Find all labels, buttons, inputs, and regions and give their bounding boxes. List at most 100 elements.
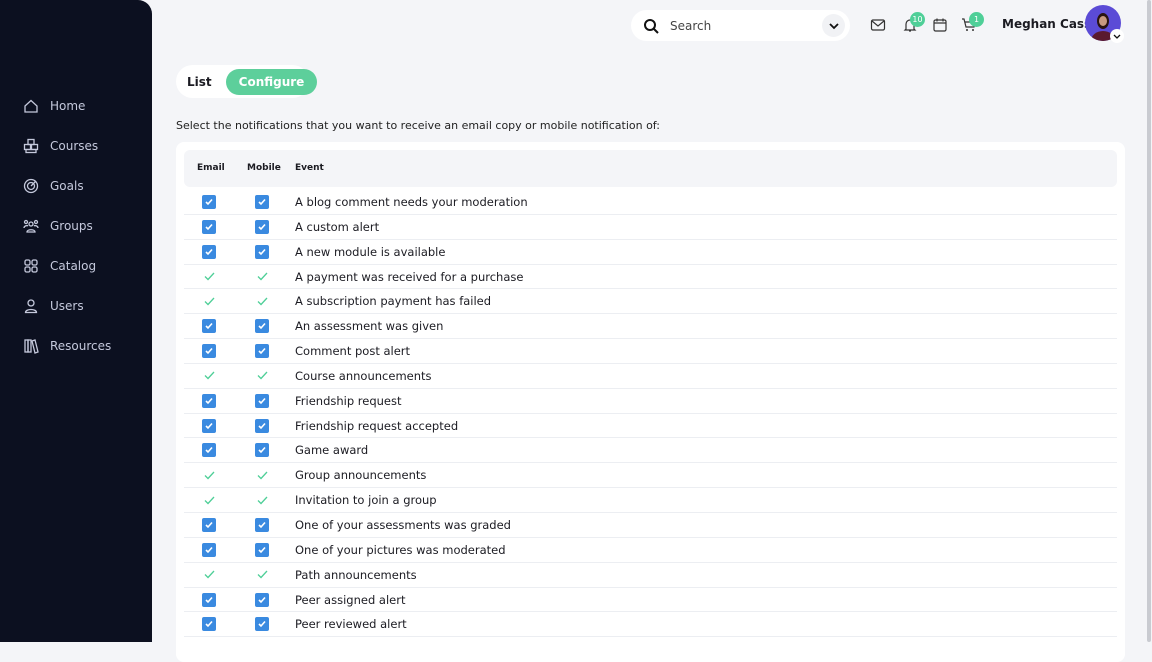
check-icon (258, 397, 266, 404)
user-name[interactable]: Meghan Cass (1002, 17, 1092, 31)
check-icon (257, 272, 267, 281)
check-icon (258, 348, 266, 355)
check-icon (205, 348, 213, 355)
sidebar-item-users[interactable]: Users (0, 286, 152, 326)
email-checkbox[interactable] (202, 617, 216, 632)
user-photo (1091, 13, 1115, 41)
check-icon (204, 471, 214, 480)
table-row: One of your assessments was graded (184, 513, 1117, 538)
email-checkbox[interactable] (202, 393, 216, 408)
email-checkbox[interactable] (202, 244, 216, 259)
check-icon (205, 422, 213, 429)
check-icon (258, 198, 266, 206)
table-row: A blog comment needs your moderation (184, 190, 1117, 215)
check-icon (204, 272, 214, 281)
event-name: A new module is available (295, 244, 446, 259)
check-icon (257, 371, 267, 380)
mobile-checkbox[interactable] (255, 517, 269, 532)
event-name: Course announcements (295, 368, 432, 383)
mobile-checkbox[interactable] (255, 344, 269, 359)
sidebar-item-resources[interactable]: Resources (0, 326, 152, 366)
check-icon (204, 496, 214, 505)
grid-icon (24, 259, 38, 273)
email-checkbox[interactable] (202, 443, 216, 458)
table-row: Course announcements (184, 364, 1117, 389)
email-checkbox[interactable] (202, 542, 216, 557)
mobile-checkbox[interactable] (255, 319, 269, 334)
mobile-checkbox[interactable] (255, 617, 269, 632)
chevron-down-icon (1113, 34, 1121, 39)
home-icon (24, 99, 38, 113)
search-input[interactable]: Search (631, 10, 850, 41)
table-row: A subscription payment has failed (184, 289, 1117, 315)
check-icon (257, 471, 267, 480)
sidebar-nav: Home Courses Goals Groups Catalog Users Resour… (0, 86, 152, 366)
email-checkbox[interactable] (202, 344, 216, 359)
sidebar-item-home[interactable]: Home (0, 86, 152, 126)
groups-icon (23, 219, 39, 233)
sidebar-item-courses[interactable]: Courses (0, 126, 152, 166)
check-icon (258, 248, 266, 255)
email-locked-check (202, 369, 216, 383)
search-dropdown-button[interactable] (822, 14, 845, 37)
check-icon (205, 521, 213, 529)
sidebar-item-goals[interactable]: Goals (0, 166, 152, 206)
check-icon (258, 546, 266, 553)
email-checkbox[interactable] (202, 319, 216, 334)
check-icon (258, 521, 266, 529)
tab-configure[interactable]: Configure (225, 68, 318, 95)
cart-badge: 1 (969, 12, 984, 27)
header-email: Email (197, 163, 225, 173)
mobile-checkbox[interactable] (255, 542, 269, 557)
email-checkbox[interactable] (202, 418, 216, 433)
notifications-badge: 10 (910, 12, 925, 27)
mobile-locked-check (255, 270, 269, 284)
calendar-icon[interactable] (932, 17, 948, 33)
table-row: Friendship request (184, 389, 1117, 414)
email-checkbox[interactable] (202, 592, 216, 607)
instructions-text: Select the notifications that you want t… (176, 119, 660, 132)
event-name: A subscription payment has failed (295, 294, 492, 309)
mobile-checkbox[interactable] (255, 443, 269, 458)
mobile-locked-check (255, 294, 269, 308)
mobile-checkbox[interactable] (255, 393, 269, 408)
search-icon (644, 18, 659, 34)
user-menu-button[interactable] (1110, 29, 1124, 43)
mobile-checkbox[interactable] (255, 244, 269, 259)
mobile-checkbox[interactable] (255, 592, 269, 607)
table-row: A custom alert (184, 215, 1117, 240)
email-checkbox[interactable] (202, 219, 216, 234)
check-icon (257, 297, 267, 306)
email-checkbox[interactable] (202, 517, 216, 532)
event-name: Invitation to join a group (295, 493, 437, 508)
mobile-checkbox[interactable] (255, 219, 269, 234)
view-toggle: List Configure (176, 65, 318, 98)
check-icon (205, 223, 213, 231)
mobile-checkbox[interactable] (255, 195, 269, 209)
mobile-checkbox[interactable] (255, 418, 269, 433)
check-icon (258, 223, 266, 231)
table-row: Peer reviewed alert (184, 612, 1117, 638)
tab-list[interactable]: List (187, 74, 212, 89)
scrollbar[interactable] (1147, 0, 1151, 642)
email-locked-check (202, 568, 216, 582)
table-body: A blog comment needs your moderation A cu… (184, 190, 1117, 638)
event-name: A blog comment needs your moderation (295, 195, 528, 209)
table-row: Path announcements (184, 563, 1117, 588)
check-icon (205, 596, 213, 603)
event-name: One of your assessments was graded (295, 517, 511, 532)
search-placeholder: Search (670, 18, 712, 33)
check-icon (205, 323, 213, 330)
email-locked-check (202, 270, 216, 284)
email-checkbox[interactable] (202, 195, 216, 209)
event-name: A payment was received for a purchase (295, 269, 524, 284)
mobile-locked-check (255, 568, 269, 582)
mail-icon[interactable] (870, 17, 886, 33)
sidebar-item-label: Home (50, 99, 86, 113)
sidebar-item-label: Resources (50, 339, 112, 353)
sidebar-item-label: Courses (50, 139, 99, 153)
header-mobile: Mobile (247, 163, 281, 173)
sidebar-item-catalog[interactable]: Catalog (0, 246, 152, 286)
avatar[interactable] (1085, 5, 1121, 41)
sidebar-item-groups[interactable]: Groups (0, 206, 152, 246)
